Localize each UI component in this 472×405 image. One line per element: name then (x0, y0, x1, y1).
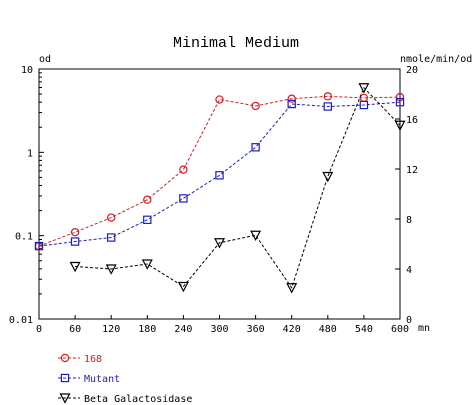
data-point (69, 261, 81, 273)
legend-label: Mutant (84, 374, 120, 385)
legend-marker (59, 393, 71, 404)
data-point (250, 230, 262, 242)
data-point (179, 165, 188, 174)
data-point (106, 213, 116, 222)
data-point (322, 171, 334, 183)
legend-label: Beta Galactosidase (84, 394, 192, 405)
data-point (287, 94, 296, 103)
chart-title: Minimal Medium (173, 35, 299, 52)
series-2 (69, 83, 406, 294)
right-tick-label: 20 (406, 65, 418, 76)
data-point (106, 233, 116, 242)
x-tick-label: 0 (36, 324, 42, 335)
data-point (70, 237, 80, 246)
legend-item: Mutant (58, 373, 120, 385)
plot-frame (38, 68, 401, 320)
right-tick-label: 8 (406, 215, 412, 226)
x-tick-label: 420 (283, 324, 301, 335)
left-axis-unit: od (39, 54, 51, 65)
data-point (358, 83, 370, 94)
series-layer (34, 83, 406, 294)
data-point (214, 238, 225, 249)
data-point (323, 92, 332, 101)
left-tick-label: 0.1 (15, 232, 33, 243)
series-line (38, 95, 401, 247)
right-tick-label: 12 (406, 165, 418, 176)
data-point (34, 241, 44, 251)
data-point (105, 264, 117, 275)
data-point (251, 101, 260, 111)
left-tick-label: 1 (27, 148, 33, 159)
data-point (70, 228, 80, 237)
series-0 (34, 92, 405, 251)
x-tick-label: 360 (247, 324, 265, 335)
right-axis-unit: nmole/min/od (400, 54, 472, 65)
data-point (215, 95, 224, 104)
axes: 0 60 120 180 240 300 360 420 480 540 6001010.10.01… (9, 65, 418, 335)
data-point (143, 215, 152, 225)
data-point (323, 102, 333, 111)
left-tick-label: 0.01 (9, 315, 33, 326)
legend-marker (60, 353, 70, 363)
data-point (286, 283, 298, 294)
right-tick-label: 0 (406, 315, 412, 326)
x-tick-label: 180 (138, 324, 156, 335)
left-tick-label: 10 (21, 65, 33, 76)
x-tick-label: 480 (319, 324, 337, 335)
legend-item: 168 (58, 353, 102, 365)
x-tick-label: 300 (210, 324, 228, 335)
x-tick-label: 540 (355, 324, 373, 335)
data-point (287, 99, 296, 109)
data-point (177, 281, 189, 293)
series-line (75, 86, 401, 289)
data-point (394, 120, 406, 132)
legend: 168 Mutant Beta Galactosidase (58, 353, 192, 405)
data-point (251, 143, 260, 152)
series-1 (34, 97, 405, 251)
data-point (179, 194, 188, 203)
x-tick-label: 600 (391, 324, 409, 335)
x-tick-label: 60 (69, 324, 81, 335)
legend-item: Beta Galactosidase (58, 393, 192, 405)
data-point (395, 92, 405, 102)
data-point (215, 171, 224, 180)
legend-marker (60, 373, 70, 383)
right-tick-label: 16 (406, 115, 418, 126)
data-point (395, 97, 405, 107)
x-tick-label: 240 (174, 324, 192, 335)
data-point (141, 259, 153, 270)
data-point (359, 100, 369, 110)
series-line (38, 101, 401, 247)
right-tick-label: 4 (406, 265, 412, 276)
x-tick-label: 120 (102, 324, 120, 335)
legend-label: 168 (84, 354, 102, 365)
x-axis-unit: mn (418, 323, 430, 334)
data-point (143, 195, 152, 204)
